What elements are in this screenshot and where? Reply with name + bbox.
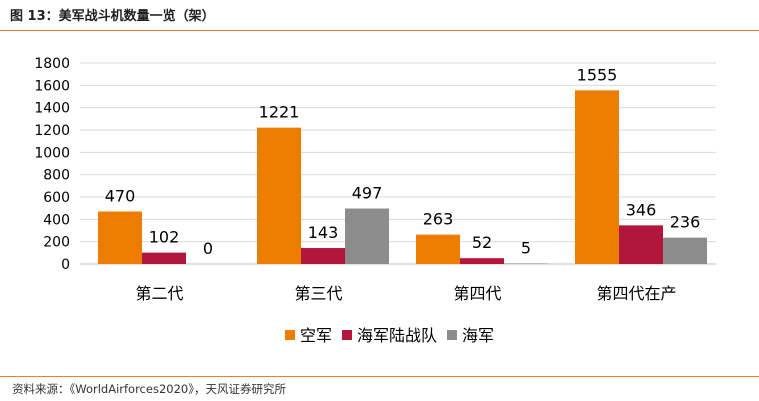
bars: [98, 90, 707, 264]
y-tick-label: 1600: [34, 78, 70, 94]
data-label: 346: [626, 200, 657, 219]
data-label: 236: [670, 213, 701, 232]
legend-swatch: [447, 330, 457, 340]
y-tick-label: 600: [43, 190, 70, 206]
bar: [619, 225, 663, 264]
x-category-label: 第四代: [453, 284, 501, 303]
y-tick-label: 0: [61, 257, 70, 273]
bar: [575, 90, 619, 264]
data-label: 0: [203, 239, 213, 258]
legend-label: 空军: [300, 326, 332, 345]
bar: [257, 127, 301, 264]
data-labels: 470 102 0 1221 143 497 263 52 5 1555 346 236: [105, 65, 701, 258]
y-tick-label: 800: [43, 168, 70, 184]
legend: 空军 海军陆战队 海军: [285, 326, 494, 345]
legend-swatch: [342, 330, 352, 340]
bar: [663, 237, 707, 264]
y-tick-label: 400: [43, 212, 70, 228]
data-label: 470: [105, 187, 136, 206]
bottom-rule: [0, 376, 759, 377]
bar: [460, 258, 504, 264]
data-label: 143: [308, 223, 339, 242]
data-label: 52: [472, 233, 492, 252]
bar: [504, 263, 548, 264]
x-category-label: 第四代在产: [596, 284, 676, 303]
data-label: 102: [149, 228, 180, 247]
bar: [301, 248, 345, 264]
y-tick-label: 1400: [34, 101, 70, 117]
bar-chart: 0 200 400 600 800 1000 1200 1400 1600 1800 470 102…: [34, 56, 716, 345]
legend-label: 海军: [462, 326, 494, 345]
top-rule: [0, 30, 759, 31]
bar: [98, 211, 142, 264]
bar: [345, 208, 389, 264]
data-label: 497: [352, 184, 383, 203]
y-tick-label: 1800: [34, 56, 70, 72]
x-category-label: 第三代: [294, 284, 342, 303]
x-axis-categories: 第二代 第三代 第四代 第四代在产: [135, 284, 676, 303]
source-note: 资料来源：《WorldAirforces2020》，天风证券研究所: [12, 382, 286, 396]
data-label: 1221: [259, 103, 300, 122]
y-tick-label: 200: [43, 235, 70, 251]
data-label: 5: [521, 238, 531, 257]
x-category-label: 第二代: [135, 284, 183, 303]
y-tick-label: 1200: [34, 123, 70, 139]
legend-label: 海军陆战队: [357, 326, 437, 345]
bar: [142, 252, 186, 264]
figure-title: 图 13：美军战斗机数量一览（架）: [10, 9, 215, 24]
y-axis-ticks: 0 200 400 600 800 1000 1200 1400 1600 1800: [34, 56, 70, 273]
bar: [416, 234, 460, 264]
y-tick-label: 1000: [34, 145, 70, 161]
data-label: 263: [423, 210, 454, 229]
legend-swatch: [285, 330, 295, 340]
data-label: 1555: [577, 65, 618, 84]
